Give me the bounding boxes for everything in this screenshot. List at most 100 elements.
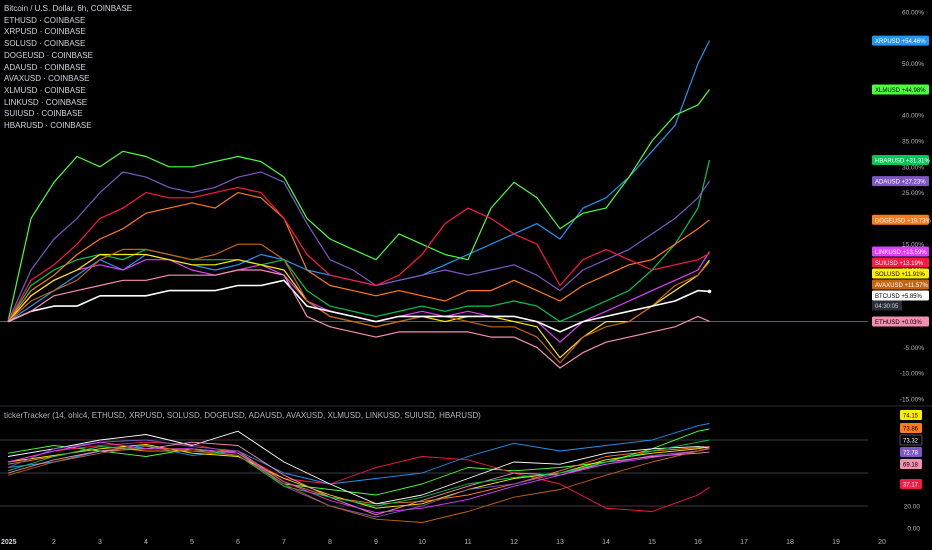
legend-entry[interactable]: SOLUSD · COINBASE — [4, 39, 86, 49]
x-tick-label: 15 — [648, 539, 656, 546]
legend-entry[interactable]: SUIUSD · COINBASE — [4, 109, 83, 119]
x-tick-label: 6 — [236, 539, 240, 546]
y-tick-label: 35.00% — [902, 139, 924, 146]
series-line-adausd[interactable] — [7, 171, 710, 322]
value-badge-btcusd[interactable] — [872, 290, 929, 301]
indicator-value-text: 73.32 — [903, 439, 919, 445]
indicator-line-2[interactable] — [7, 441, 710, 512]
indicator-line-0[interactable] — [7, 423, 710, 485]
x-tick-label: 14 — [602, 539, 610, 546]
x-tick-label: 9 — [374, 539, 378, 546]
legend-entry[interactable]: XRPUSD · COINBASE — [4, 27, 86, 37]
value-badge-text: HBARUSD +31.31% — [875, 159, 931, 165]
y-tick-label: -5.00% — [903, 345, 924, 352]
btc-last-point — [707, 289, 712, 294]
value-badge-linkusd[interactable] — [872, 246, 929, 257]
value-badge-text: AVAXUSD +11.57% — [875, 283, 929, 289]
indicator-line-10[interactable] — [7, 446, 710, 523]
y-tick-label: -10.00% — [900, 371, 924, 378]
series-line-ethusd[interactable] — [7, 269, 710, 369]
value-badge-text: LINKUSD +13.59% — [875, 250, 927, 256]
countdown-text: 04:30:05 — [875, 304, 899, 310]
indicator-title[interactable]: tickerTracker (14, ohlc4, ETHUSD, XRPUSD… — [4, 411, 481, 420]
y-tick-label: 15.00% — [902, 242, 924, 249]
indicator-line-5[interactable] — [7, 430, 710, 505]
y-tick-label: 30.00% — [902, 164, 924, 171]
indicator-value-text: 69.18 — [903, 463, 919, 469]
value-badge-solusd[interactable] — [872, 268, 929, 279]
value-badge-avaxusd[interactable] — [872, 279, 929, 290]
value-badge-hbarusd[interactable] — [872, 155, 929, 166]
main-legend: Bitcoin / U.S. Dollar, 6h, COINBASE ETHU… — [4, 3, 132, 132]
x-tick-label: 11 — [464, 539, 471, 546]
indicator-value-text: 74.15 — [903, 414, 919, 420]
legend-entry[interactable]: HBARUSD · COINBASE — [4, 121, 92, 131]
y-tick-label: 25.00% — [902, 190, 924, 197]
x-tick-label: 16 — [694, 539, 702, 546]
series-line-avaxusd[interactable] — [7, 243, 710, 364]
legend-entry[interactable]: DOGEUSD · COINBASE — [4, 50, 93, 60]
y-tick-label: 50.00% — [902, 61, 924, 68]
value-badge-ethusd[interactable] — [872, 316, 929, 327]
indicator-line-6[interactable] — [7, 439, 710, 518]
indicator-value-badge — [900, 410, 922, 420]
x-tick-label: 18 — [786, 539, 794, 546]
chart-title: Bitcoin / U.S. Dollar, 6h, COINBASE — [4, 4, 133, 13]
indicator-value-badge — [900, 459, 922, 469]
x-tick-label: 2025 — [1, 539, 17, 546]
x-tick-label: 2 — [52, 539, 56, 546]
y-tick-label: 60.00% — [902, 10, 924, 17]
value-badge-text: XRPUSD +54.46% — [875, 39, 926, 45]
indicator-value-badge — [900, 447, 922, 457]
x-tick-label: 7 — [282, 539, 286, 546]
value-badge-text: ETHUSD +0.03% — [875, 320, 923, 326]
value-badge-text: SUIUSD +13.19% — [875, 261, 924, 267]
series-line-suiusd[interactable] — [7, 186, 710, 322]
value-badge-suiusd[interactable] — [872, 257, 929, 268]
legend-entry[interactable]: ADAUSD · COINBASE — [4, 62, 86, 72]
x-tick-label: 3 — [98, 539, 102, 546]
series-line-solusd[interactable] — [7, 253, 710, 359]
indicator-value-badge — [900, 479, 922, 489]
legend-entry[interactable]: LINKUSD · COINBASE — [4, 97, 88, 107]
countdown-box — [872, 300, 902, 311]
y-tick-label: -15.00% — [900, 397, 924, 404]
x-tick-label: 5 — [190, 539, 194, 546]
indicator-line-9[interactable] — [7, 441, 710, 514]
legend-entry[interactable]: XLMUSD · COINBASE — [4, 85, 86, 95]
value-badge-xlmusd[interactable] — [872, 84, 929, 95]
series-line-xlmusd[interactable] — [7, 89, 710, 322]
indicator-line-3[interactable] — [7, 443, 710, 509]
y-tick-label: 40.00% — [902, 113, 924, 120]
value-badge-xrpusd[interactable] — [872, 35, 929, 46]
indicator-line-8[interactable] — [7, 439, 710, 507]
value-badge-text: XLMUSD +44.98% — [875, 88, 926, 94]
value-badge-text: SOLUSD +11.91% — [875, 272, 925, 278]
series-line-btcusd[interactable] — [7, 279, 710, 333]
x-tick-label: 4 — [144, 539, 148, 546]
value-badge-text: BTCUSD +5.85% — [875, 294, 923, 300]
indicator-y-tick-label: 0.00 — [907, 526, 920, 533]
x-tick-label: 10 — [418, 539, 426, 546]
indicator-y-tick-label: 20.00 — [904, 504, 921, 511]
x-tick-label: 12 — [510, 539, 518, 546]
legend-entry[interactable]: AVAXUSD · COINBASE — [4, 74, 90, 84]
x-tick-label: 8 — [328, 539, 332, 546]
indicator-value-badge — [899, 434, 923, 446]
indicator-value-text: 73.86 — [903, 427, 919, 433]
series-line-hbarusd[interactable] — [7, 159, 711, 323]
x-tick-label: 19 — [832, 539, 840, 546]
indicator-line-4[interactable] — [7, 446, 710, 505]
indicator-value-text: 72.78 — [903, 451, 919, 457]
value-badge-dogeusd[interactable] — [872, 214, 929, 225]
x-tick-label: 13 — [556, 539, 564, 546]
indicator-line-7[interactable] — [7, 441, 710, 516]
series-line-dogeusd[interactable] — [7, 192, 710, 322]
value-badge-adausd[interactable] — [872, 176, 929, 187]
legend-entry[interactable]: ETHUSD · COINBASE — [4, 15, 86, 25]
value-badge-text: ADAUSD +27.23% — [875, 180, 926, 186]
indicator-value-badge — [900, 423, 922, 433]
indicator-value-text: 37.17 — [903, 483, 919, 489]
